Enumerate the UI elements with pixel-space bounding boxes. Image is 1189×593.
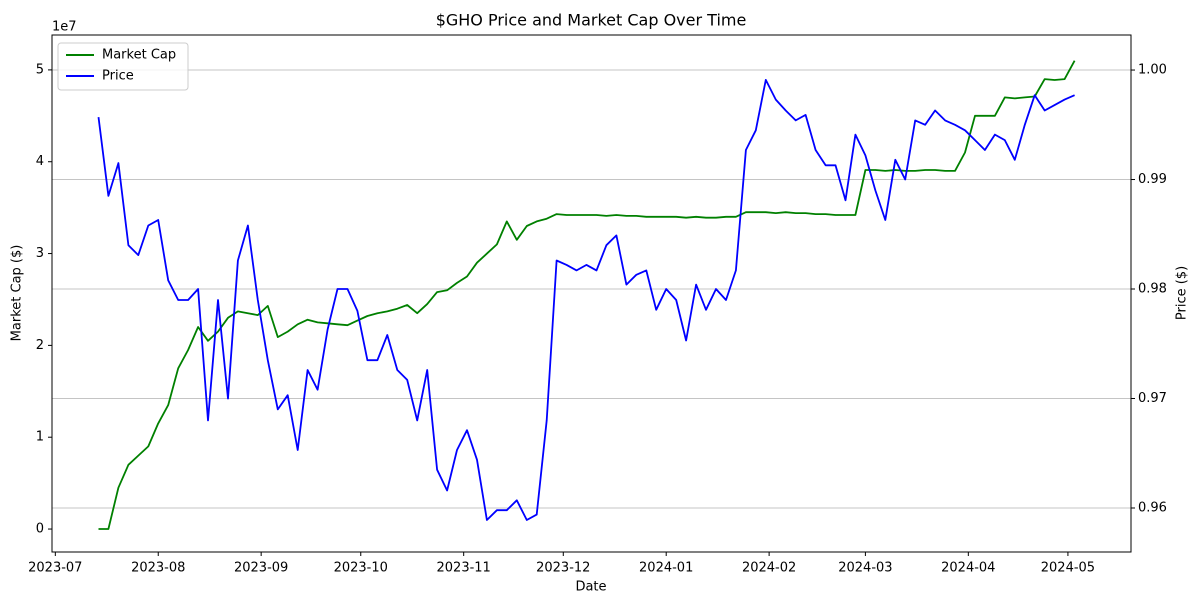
y-tick-label: 2 [36,338,44,353]
y-tick-label: 5 [36,62,44,77]
series-line [98,60,1076,530]
legend-label: Price [102,69,134,84]
x-tick-label: 2023-11 [437,561,491,576]
y-tick-label: 0 [36,522,44,537]
y-tick-label: 1 [36,430,44,445]
legend-label: Market Cap [102,48,176,63]
y-tick-label: 4 [36,154,44,169]
y-tick-label: 3 [36,246,44,261]
x-tick-label: 2024-05 [1041,561,1095,576]
legend: Market Cap Price [57,42,189,91]
x-tick-label: 2024-03 [838,561,892,576]
y2-axis-label: Price ($) [1175,266,1189,320]
x-tick-label: 2024-04 [941,561,995,576]
x-tick-label: 2023-07 [28,561,82,576]
x-tick-label: 2024-01 [639,561,693,576]
y2-tick-label: 0.97 [1138,391,1167,406]
x-tick-label: 2023-08 [131,561,185,576]
y2-tick-label: 0.96 [1138,500,1167,515]
y-axis-label: Market Cap ($) [10,245,25,342]
series-line [97,79,1075,521]
chart-title: $GHO Price and Market Cap Over Time [436,11,747,30]
x-tick-label: 2023-12 [536,561,590,576]
x-tick-label: 2023-09 [234,561,288,576]
x-axis-label: Date [575,580,606,593]
y2-tick-label: 0.98 [1138,282,1167,297]
x-tick-label: 2024-02 [742,561,796,576]
x-tick-label: 2023-10 [334,561,388,576]
y-offset-label: 1e7 [52,20,77,35]
y2-tick-label: 1.00 [1138,63,1167,78]
plot-frame [51,34,1132,553]
y2-tick-label: 0.99 [1138,172,1167,187]
